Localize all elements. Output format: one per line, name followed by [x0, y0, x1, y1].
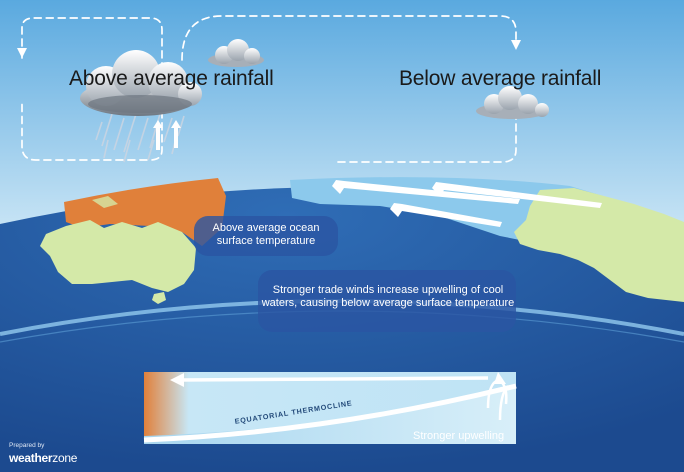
ocean-temp-label: Above average ocean surface temperature: [212, 222, 320, 247]
arrow-icon: [511, 40, 521, 50]
australia-land: [40, 220, 196, 292]
ocean-cross-section: [143, 372, 517, 444]
trade-wind-arrows: [332, 180, 602, 227]
ocean-temp-box: [194, 216, 338, 256]
prepared-by-label: Prepared by: [9, 442, 45, 449]
above-average-rainfall-label: Above average rainfall: [69, 67, 274, 90]
trade-winds-box: [258, 270, 516, 332]
cloud-icon: [208, 39, 264, 67]
below-average-rainfall-label: Below average rainfall: [399, 67, 602, 90]
rising-air-arrows: [153, 120, 181, 150]
rain-icon: [95, 113, 185, 163]
brand-suffix: zone: [52, 451, 78, 465]
arrow-icon: [432, 182, 602, 208]
upwelling-label: Stronger upwelling: [413, 430, 505, 442]
cloud-icon: [476, 86, 549, 119]
trade-winds-label: Stronger trade winds increase upwelling …: [261, 284, 515, 309]
islands-land: [92, 196, 118, 208]
arrow-icon: [170, 373, 184, 387]
arrow-icon: [17, 48, 27, 58]
south-america-land: [514, 188, 684, 302]
warm-water-region: [64, 178, 226, 246]
cloud-icon: [80, 50, 202, 116]
arrow-icon: [494, 372, 506, 384]
arrow-icon: [390, 203, 502, 227]
arrow-icon: [332, 180, 520, 204]
weatherzone-logo: weatherzone: [9, 451, 77, 465]
tasmania-land: [152, 292, 166, 304]
brand-main: weather: [9, 451, 53, 465]
